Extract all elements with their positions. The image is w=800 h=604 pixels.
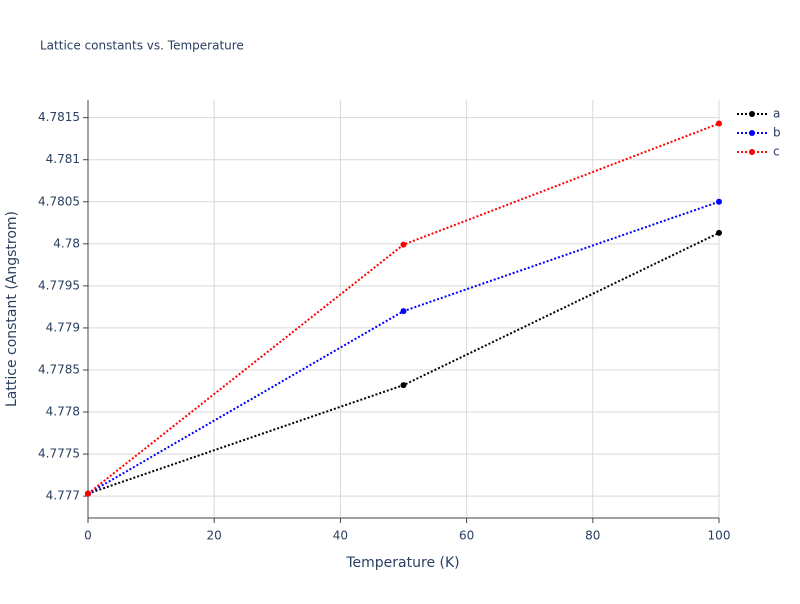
data-point — [85, 490, 91, 497]
y-tick-label: 4.779 — [46, 320, 80, 334]
x-tick-label: 0 — [84, 529, 92, 543]
y-tick-label: 4.7785 — [38, 362, 80, 376]
chart-title: Lattice constants vs. Temperature — [40, 39, 244, 53]
y-tick-label: 4.7775 — [38, 447, 80, 461]
data-point — [400, 241, 407, 248]
x-tick-label: 40 — [333, 529, 348, 543]
data-point — [716, 198, 722, 205]
legend-marker — [749, 111, 755, 117]
x-axis-title: Temperature (K) — [345, 555, 459, 571]
y-tick-label: 4.778 — [46, 405, 80, 419]
data-point — [716, 229, 722, 236]
x-tick-label: 20 — [207, 529, 222, 543]
legend-label: c — [773, 145, 780, 159]
data-point — [400, 382, 407, 389]
x-tick-label: 100 — [708, 529, 731, 543]
x-tick-label: 80 — [585, 529, 600, 543]
y-tick-label: 4.7795 — [38, 278, 80, 292]
y-tick-label: 4.78 — [53, 236, 80, 250]
data-point — [400, 308, 407, 315]
y-tick-label: 4.777 — [46, 489, 80, 503]
legend-marker — [749, 149, 755, 155]
legend-label: a — [773, 107, 780, 121]
y-tick-label: 4.781 — [46, 152, 80, 166]
y-axis-title: Lattice constant (Angstrom) — [4, 211, 20, 407]
legend-label: b — [773, 126, 781, 140]
data-point — [716, 120, 722, 127]
y-tick-label: 4.7805 — [38, 194, 80, 208]
x-tick-label: 60 — [459, 529, 474, 543]
y-tick-label: 4.7815 — [38, 110, 80, 124]
legend-marker — [749, 130, 755, 136]
